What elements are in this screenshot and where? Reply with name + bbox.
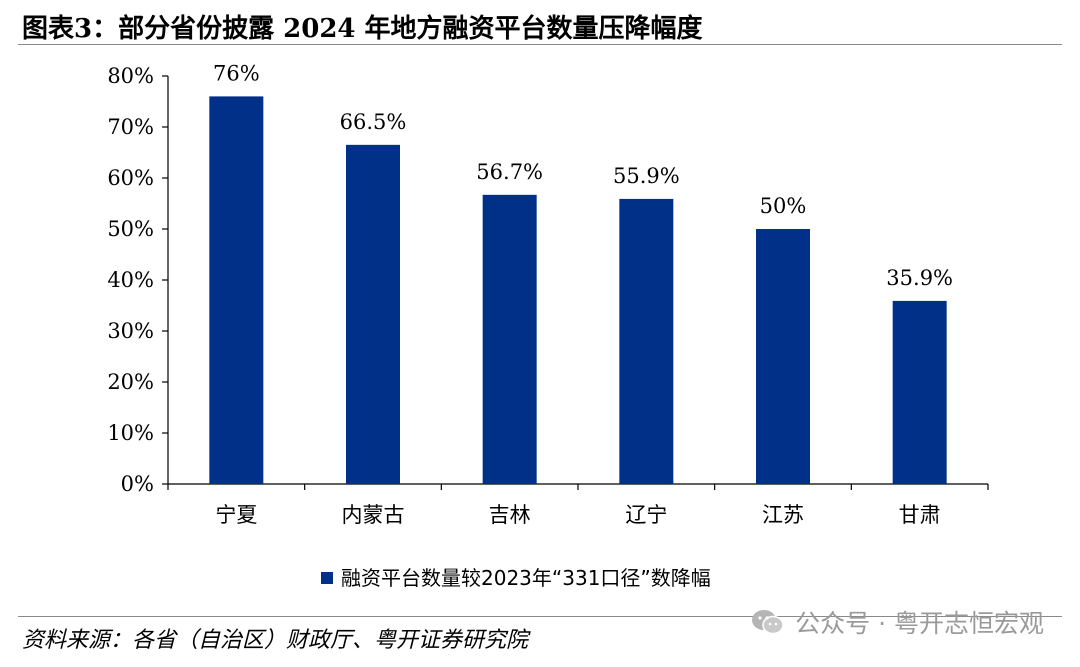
data-label: 66.5% (340, 110, 407, 134)
legend-swatch (321, 572, 333, 584)
footer-divider (18, 616, 1062, 617)
x-tick-label: 吉林 (489, 503, 531, 527)
legend-label: 融资平台数量较2023年“331口径”数降幅 (341, 566, 711, 590)
data-label: 55.9% (613, 164, 680, 188)
y-tick-label: 60% (107, 166, 154, 190)
data-label: 50% (760, 194, 807, 218)
y-tick-label: 0% (121, 472, 154, 496)
bar-chart: 0% 10% 20% 30% 40% 50% 60% 70% 80% 76% 宁夏 66.5% 内蒙古 5… (107, 61, 989, 590)
bar (346, 144, 400, 484)
bar (892, 300, 947, 484)
title-divider (18, 44, 1062, 45)
x-tick-label: 宁夏 (215, 503, 257, 527)
y-tick-label: 40% (107, 268, 154, 292)
y-tick-label: 20% (107, 370, 154, 394)
data-label: 76% (213, 61, 260, 85)
x-tick-label: 江苏 (762, 503, 804, 527)
bar (209, 96, 264, 485)
wechat-icon (751, 608, 785, 636)
y-tick-label: 50% (107, 217, 154, 241)
bar (482, 194, 537, 484)
chart-title: 图表3：部分省份披露 2024 年地方融资平台数量压降幅度 (22, 14, 703, 44)
y-tick-label: 80% (107, 64, 154, 88)
watermark-text: 公众号 · 粤开志恒宏观 (795, 609, 1044, 638)
y-tick-label: 30% (107, 319, 154, 343)
bar (756, 229, 810, 484)
data-label: 56.7% (476, 160, 543, 184)
x-tick-label: 辽宁 (625, 503, 667, 527)
x-tick-label: 内蒙古 (342, 503, 405, 527)
y-tick-label: 70% (107, 115, 154, 139)
source-note: 资料来源：各省（自治区）财政厅、粤开证券研究院 (22, 628, 529, 653)
watermark: 公众号 · 粤开志恒宏观 (751, 604, 1044, 640)
y-tick-label: 10% (107, 421, 154, 445)
x-tick-label: 甘肃 (899, 503, 941, 527)
data-label: 35.9% (886, 266, 953, 290)
bar (619, 198, 674, 484)
